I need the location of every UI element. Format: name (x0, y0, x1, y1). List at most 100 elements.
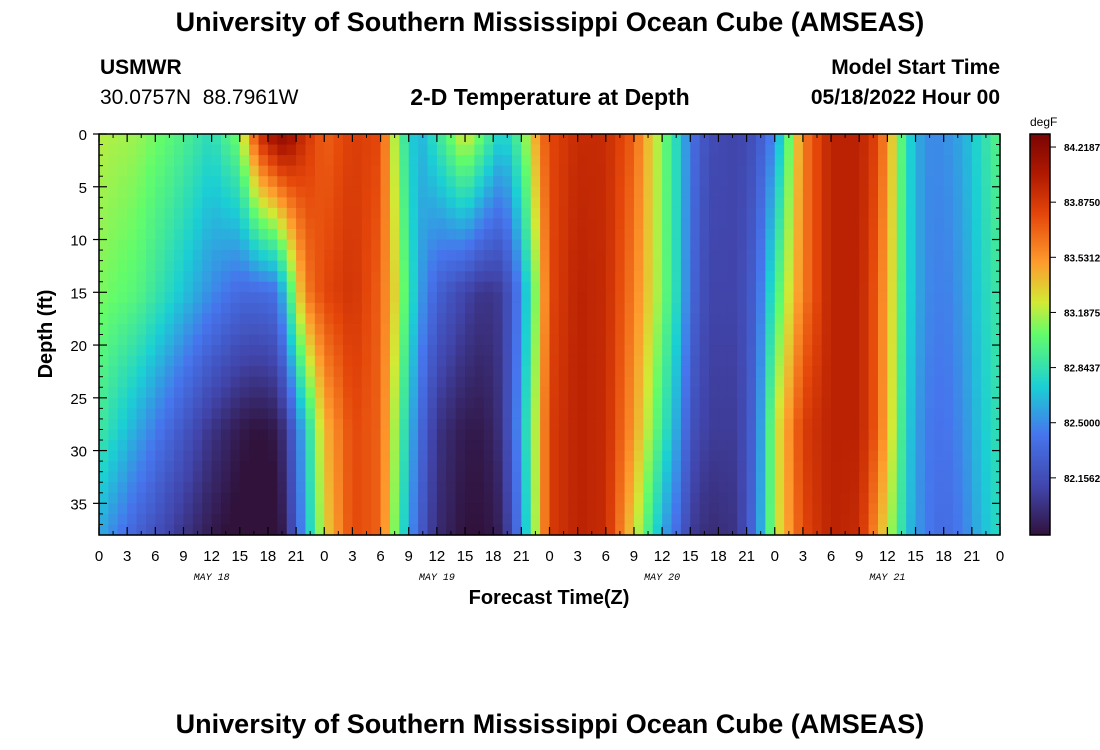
heatmap-cell (662, 207, 673, 220)
heatmap-cell (493, 197, 504, 209)
heatmap-cell (765, 513, 776, 526)
heatmap-cell (812, 334, 823, 346)
heatmap-cell (455, 250, 466, 262)
heatmap-cell (615, 471, 626, 483)
heatmap-cell (662, 134, 673, 146)
heatmap-cell (540, 260, 551, 272)
heatmap-cell (540, 218, 551, 230)
heatmap-cell (831, 503, 842, 515)
heatmap-cell (793, 155, 804, 167)
colorbar-tick-label: 82.84375 (1064, 364, 1100, 375)
heatmap-cell (962, 334, 973, 346)
heatmap-cell (840, 355, 851, 367)
heatmap-cell (483, 387, 494, 399)
heatmap-cell (371, 440, 382, 452)
heatmap-cell (399, 524, 410, 536)
heatmap-cell (774, 397, 785, 409)
heatmap-cell (990, 165, 1001, 177)
heatmap-cell (286, 461, 297, 473)
heatmap-cell (718, 440, 729, 452)
heatmap-cell (380, 155, 391, 167)
heatmap-cell (305, 323, 316, 336)
heatmap-cell (183, 440, 194, 452)
heatmap-cell (727, 281, 738, 293)
heatmap-cell (737, 155, 748, 167)
heatmap-cell (427, 355, 438, 367)
heatmap-cell (136, 408, 147, 420)
heatmap-cell (446, 355, 457, 367)
heatmap-cell (812, 186, 823, 198)
heatmap-cell (821, 471, 832, 483)
heatmap-cell (408, 271, 419, 283)
heatmap-cell (990, 197, 1001, 209)
heatmap-cell (465, 271, 476, 283)
heatmap-cell (718, 492, 729, 504)
heatmap-cell (605, 218, 616, 230)
heatmap-cell (540, 197, 551, 209)
heatmap-cell (221, 440, 231, 452)
heatmap-cell (540, 345, 551, 357)
heatmap-cell (699, 271, 710, 283)
heatmap-cell (718, 207, 729, 220)
heatmap-cell (521, 440, 532, 452)
heatmap-cell (502, 429, 513, 441)
heatmap-cell (868, 450, 879, 462)
heatmap-cell (840, 302, 851, 314)
heatmap-cell (971, 503, 982, 515)
heatmap-cell (511, 228, 522, 241)
heatmap-cell (587, 387, 598, 399)
heatmap-cell (277, 366, 288, 378)
heatmap-cell (286, 313, 297, 325)
heatmap-cell (868, 281, 879, 293)
heatmap-cell (136, 397, 147, 409)
heatmap-cell (455, 513, 466, 526)
heatmap-cell (249, 503, 260, 515)
heatmap-cell (174, 471, 185, 483)
heatmap-cell (145, 228, 156, 241)
heatmap-cell (305, 408, 316, 420)
heatmap-cell (389, 355, 400, 367)
heatmap-cell (371, 334, 382, 346)
heatmap-cell (455, 144, 466, 156)
heatmap-cell (511, 503, 522, 515)
heatmap-cell (718, 197, 729, 209)
heatmap-cell (230, 471, 241, 483)
heatmap-cell (690, 134, 701, 146)
heatmap-cell (305, 197, 316, 209)
heatmap-cell (990, 492, 1001, 504)
heatmap-cell (737, 524, 748, 536)
heatmap-cell (286, 228, 297, 241)
heatmap-cell (455, 155, 466, 167)
heatmap-cell (211, 197, 222, 209)
heatmap-cell (399, 492, 410, 504)
heatmap-cell (474, 218, 485, 230)
heatmap-cell (615, 302, 626, 314)
heatmap-cell (211, 323, 222, 336)
heatmap-cell (615, 323, 626, 336)
heatmap-cell (924, 334, 935, 346)
heatmap-cell (821, 450, 832, 462)
heatmap-cell (230, 281, 241, 293)
heatmap-cell (924, 366, 935, 378)
heatmap-cell (521, 144, 532, 156)
heatmap-cell (540, 429, 551, 441)
heatmap-cell (802, 345, 813, 357)
heatmap-cell (230, 176, 241, 188)
heatmap-cell (455, 366, 466, 378)
heatmap-cell (896, 492, 907, 504)
heatmap-cell (906, 492, 917, 504)
heatmap-cell (727, 313, 738, 325)
heatmap-cell (333, 323, 344, 336)
heatmap-cell (690, 271, 701, 283)
heatmap-cell (502, 471, 513, 483)
heatmap-cell (802, 281, 813, 293)
heatmap-cell (821, 366, 832, 378)
heatmap-cell (558, 165, 569, 177)
heatmap-cell (755, 260, 766, 272)
heatmap-cell (267, 281, 278, 293)
heatmap-cell (990, 186, 1001, 198)
heatmap-cell (249, 461, 260, 473)
heatmap-cell (568, 513, 579, 526)
heatmap-cell (737, 440, 748, 452)
heatmap-cell (258, 292, 269, 304)
